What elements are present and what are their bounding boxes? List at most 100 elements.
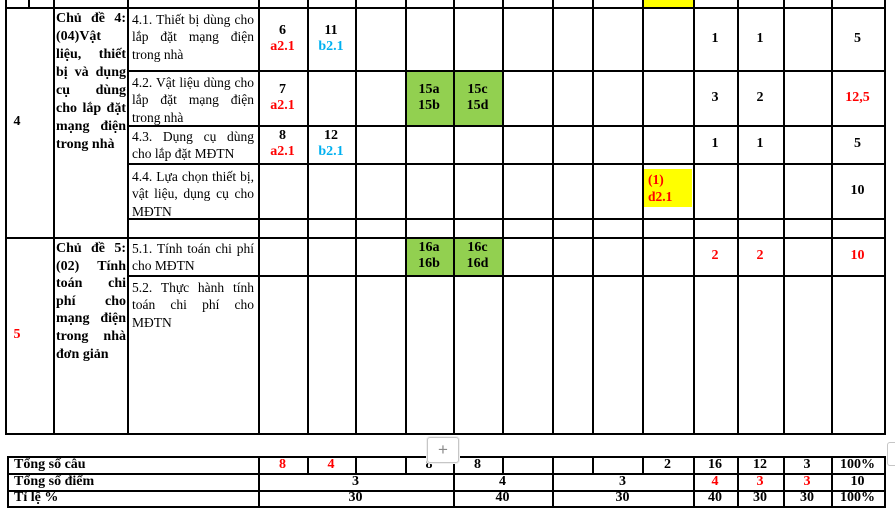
green-cell-16ab: 16a 16b bbox=[418, 240, 440, 271]
grid-line bbox=[405, 456, 407, 474]
grid-line bbox=[258, 0, 260, 433]
row-51-vd-tn: 2 bbox=[711, 248, 719, 263]
grid-line bbox=[831, 0, 833, 433]
summary-cau-c3 bbox=[355, 456, 405, 473]
grid-line bbox=[5, 0, 7, 433]
row-44-content: 4.4. Lựa chọn thiết bị, vật liệu, dụng c… bbox=[132, 169, 254, 219]
summary-diem-g3: 3 bbox=[619, 473, 626, 489]
grid-line bbox=[258, 456, 260, 508]
row-42-vd-tn: 3 bbox=[711, 89, 719, 105]
grid-line bbox=[453, 0, 455, 433]
grid-line bbox=[53, 0, 55, 433]
summary-cau-c6 bbox=[502, 456, 552, 473]
green-fill-16cd bbox=[453, 237, 502, 275]
row-42-q-cell: 7 a2.1 bbox=[270, 81, 295, 113]
green-cell-15ab: 15a 15b bbox=[418, 81, 440, 113]
summary-cau-c11: 12 bbox=[753, 456, 767, 472]
row-41-vd-tn: 1 bbox=[711, 30, 719, 46]
row-43-q2-cell: 12 b2.1 bbox=[318, 128, 344, 159]
summary-cau-c5: 8 bbox=[474, 456, 481, 472]
summary-cau-c2: 4 bbox=[327, 456, 335, 472]
grid-line bbox=[127, 163, 886, 165]
summary-diem-c3: 3 bbox=[803, 473, 811, 489]
grid-line bbox=[737, 0, 739, 433]
summary-diem-g1: 3 bbox=[352, 473, 359, 489]
summary-label-total-questions: Tổng số câu bbox=[14, 456, 86, 472]
grid-line bbox=[127, 275, 886, 277]
block5-number: 5 bbox=[13, 327, 21, 342]
summary-tile-c4: 100% bbox=[840, 490, 875, 505]
green-fill-15ab bbox=[405, 70, 453, 125]
grid-line bbox=[127, 125, 886, 127]
summary-cau-c10: 16 bbox=[708, 456, 722, 472]
row-41-vd-tl: 1 bbox=[756, 30, 764, 46]
summary-cau-c7 bbox=[552, 456, 592, 473]
summary-tile-c3: 30 bbox=[800, 490, 814, 505]
grid-line bbox=[693, 456, 695, 508]
row-41-pct: 5 bbox=[854, 30, 861, 46]
grid-line bbox=[592, 456, 594, 474]
grid-line bbox=[127, 0, 129, 433]
green-cell-15cd: 15c 15d bbox=[466, 81, 489, 113]
grid-line bbox=[884, 0, 886, 433]
row-42-content: 4.2. Vật liệu dùng cho lắp đặt mạng điện… bbox=[132, 75, 254, 125]
summary-cau-c4: 8 bbox=[425, 456, 433, 472]
grid-line bbox=[552, 456, 554, 508]
grid-line bbox=[453, 456, 455, 508]
insert-row-button[interactable]: + bbox=[427, 437, 459, 463]
summary-diem-c1: 4 bbox=[711, 473, 719, 489]
grid-line bbox=[5, 7, 886, 9]
grid-line bbox=[405, 0, 407, 433]
row-42-vd-tl: 2 bbox=[756, 89, 764, 105]
row-41-q2-cell: 11 b2.1 bbox=[318, 22, 344, 54]
summary-cau-c9: 2 bbox=[664, 456, 671, 472]
row-51-content: 5.1. Tính toán chi phí cho MĐTN bbox=[132, 241, 254, 274]
summary-tile-c2: 30 bbox=[753, 490, 767, 505]
grid-line bbox=[552, 0, 554, 433]
grid-line bbox=[737, 456, 739, 508]
block4-number: 4 bbox=[13, 114, 21, 129]
grid-line bbox=[307, 456, 309, 474]
grid-line bbox=[592, 0, 594, 433]
row-43-content: 4.3. Dụng cụ dùng cho lắp đặt MĐTN bbox=[132, 129, 254, 162]
summary-tile-c1: 40 bbox=[708, 490, 722, 505]
row-43-vd-tl: 1 bbox=[756, 136, 764, 151]
grid-line bbox=[28, 0, 30, 7]
grid-line bbox=[693, 0, 695, 433]
block5-topic: Chủ đề 5: (02) Tính toán chi phí cho mạn… bbox=[56, 241, 126, 362]
summary-diem-c2: 3 bbox=[756, 473, 764, 489]
grid-line bbox=[831, 456, 833, 508]
row-51-vd-tl: 2 bbox=[756, 248, 764, 263]
green-cell-16cd: 16c 16d bbox=[466, 240, 489, 271]
grid-line bbox=[7, 506, 886, 508]
summary-tile-g3: 30 bbox=[615, 490, 630, 505]
summary-diem-c4: 10 bbox=[850, 473, 865, 489]
grid-line bbox=[355, 0, 357, 433]
summary-cau-c13: 100% bbox=[840, 456, 875, 472]
summary-label-total-points: Tổng số điểm bbox=[14, 473, 95, 489]
grid-line bbox=[783, 456, 785, 508]
table-edge-handle[interactable] bbox=[887, 442, 895, 466]
row-42-pct: 12,5 bbox=[845, 89, 870, 105]
grid-line bbox=[783, 0, 785, 433]
yellow-cell-top-sliver bbox=[643, 0, 693, 7]
grid-line bbox=[355, 456, 357, 474]
row-51-pct: 10 bbox=[850, 248, 865, 263]
row-41-q-cell: 6 a2.1 bbox=[270, 22, 295, 54]
summary-tile-g1: 30 bbox=[348, 490, 363, 505]
row-52-content: 5.2. Thực hành tính toán chi phí cho MĐT… bbox=[132, 280, 254, 330]
grid-line bbox=[502, 0, 504, 433]
summary-label-ratio: Tỉ lệ % bbox=[14, 490, 59, 505]
plus-icon: + bbox=[438, 440, 448, 459]
yellow-highlight-d21: (1) d2.1 bbox=[644, 169, 692, 207]
summary-cau-c8 bbox=[592, 456, 642, 473]
summary-cau-c12: 3 bbox=[803, 456, 811, 472]
grid-line bbox=[642, 456, 644, 474]
grid-line bbox=[5, 237, 886, 239]
grid-line bbox=[7, 456, 9, 508]
summary-diem-g2: 4 bbox=[499, 473, 506, 489]
grid-line bbox=[307, 0, 309, 433]
grid-line bbox=[5, 433, 886, 435]
row-43-q-cell: 8 a2.1 bbox=[270, 128, 295, 159]
